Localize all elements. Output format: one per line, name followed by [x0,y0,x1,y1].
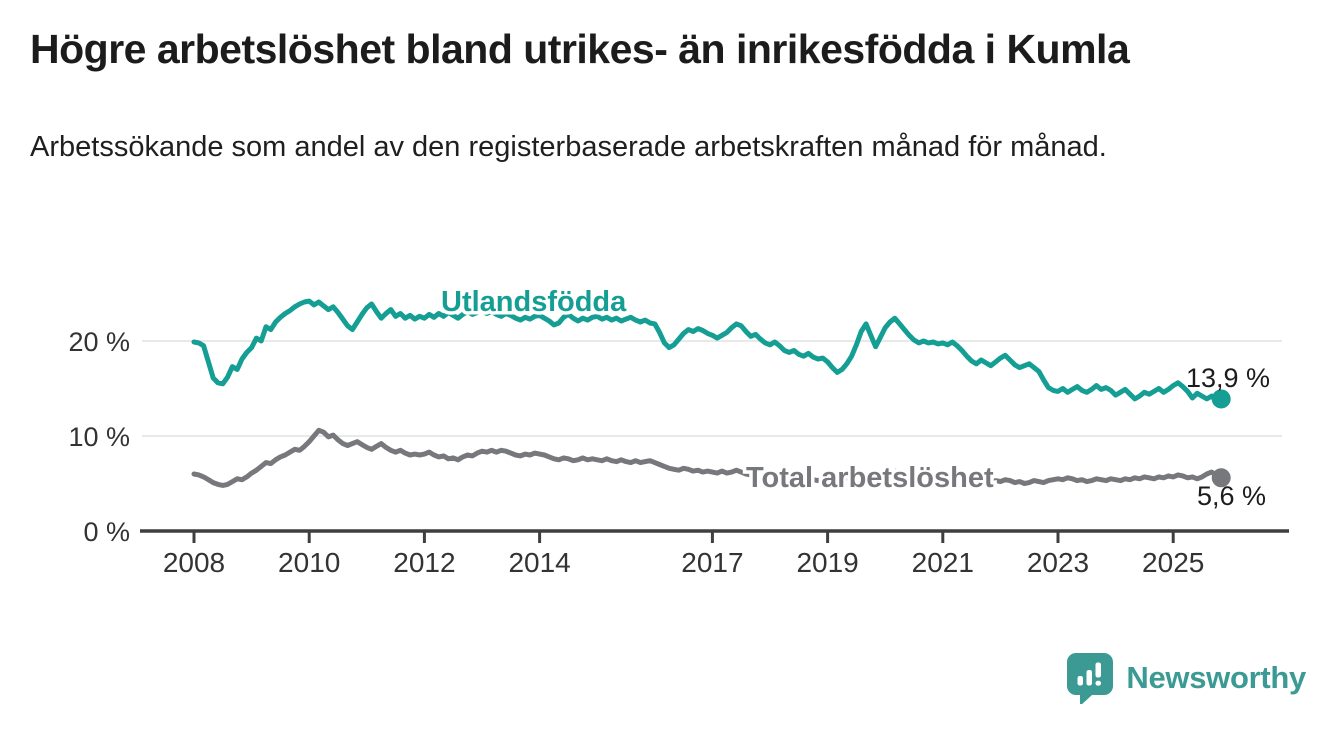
series-end-dot [1211,389,1231,409]
y-tick-label: 10 % [68,422,130,452]
x-tick-label: 2021 [912,547,974,578]
x-tick-label: 2010 [278,547,340,578]
x-tick-label: 2014 [508,547,570,578]
series-label: Utlandsfödda [441,286,627,318]
y-tick-label: 20 % [68,327,130,357]
newsworthy-brand-text: Newsworthy [1126,660,1306,695]
series-line-utlandsfodda [191,298,1224,403]
x-tick-label: 2023 [1027,547,1089,578]
end-value-label: 5,6 % [1197,481,1266,511]
chart-subtitle: Arbetssökande som andel av den registerb… [30,131,1107,163]
x-tick-label: 2012 [393,547,455,578]
chart-title: Högre arbetslöshet bland utrikes- än inr… [30,26,1130,72]
series-end-dot [1211,468,1231,488]
x-tick-label: 2017 [681,547,743,578]
x-tick-label: 2008 [163,547,225,578]
logo-exclamation-dot [1095,680,1102,686]
y-tick-label: 0 % [83,517,130,547]
newsworthy-logo-icon [1067,653,1114,704]
x-tick-label: 2019 [796,547,858,578]
x-tick-label: 2025 [1142,547,1204,578]
end-value-label: 13,9 % [1186,363,1270,393]
logo-bar-tall [1086,670,1093,686]
series-label: Total arbetslöshet [746,462,994,494]
series-line-total-arbetsloshet [191,427,1224,488]
logo-exclamation-bar [1095,662,1102,678]
line-chart: 0 % 10 % 20 % Utlandsfödda 13,9 % Total arbet… [68,286,1289,578]
newsworthy-logo: Newsworthy [1066,652,1306,704]
logo-bar-small [1077,676,1084,686]
